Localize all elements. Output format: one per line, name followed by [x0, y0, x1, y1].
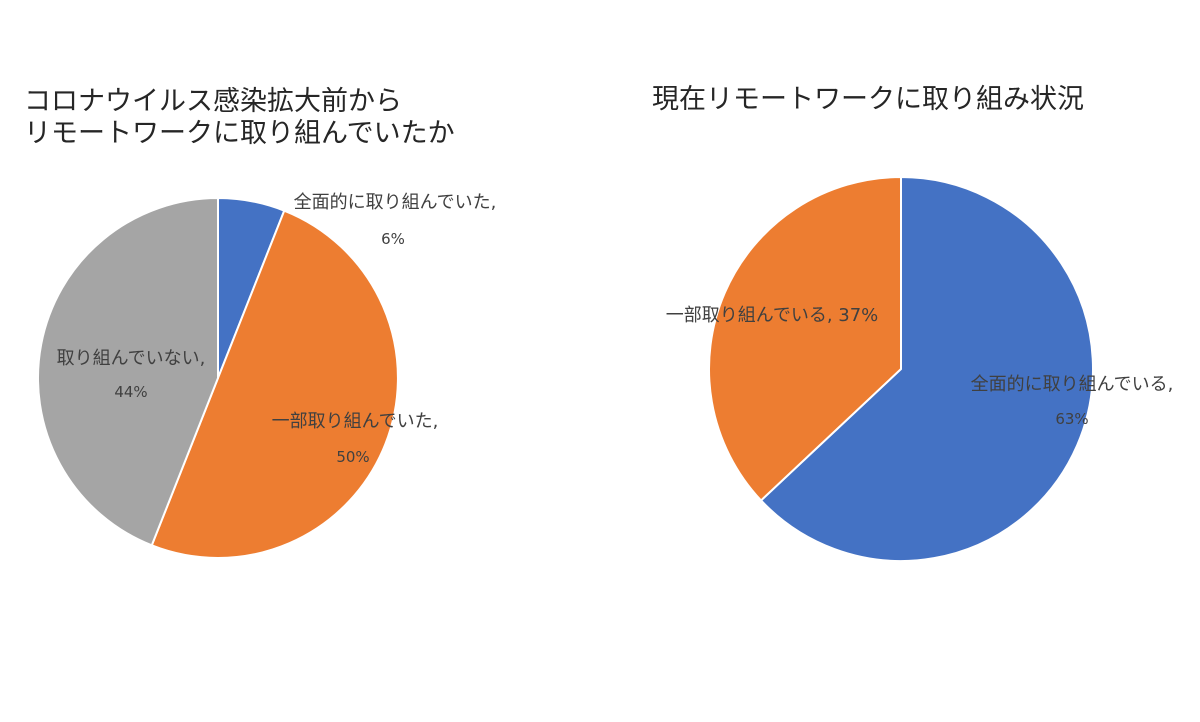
pie-slice-partial [708, 175, 902, 502]
slice-pct-none: 44% [114, 383, 147, 401]
pie-slice-none [37, 196, 219, 547]
slice-label-none: 取り組んでいない, [57, 348, 206, 369]
pie-slice-full [759, 175, 1094, 562]
chart-title-line-1: コロナウイルス感染拡大前から [24, 86, 402, 117]
pie-chart: 全面的に取り組んでいた, 6% 一部取り組んでいた, 50% 取り組んでいない,… [37, 192, 497, 559]
slice-pct-full: 63% [1055, 410, 1088, 428]
slice-label-partial: 一部取り組んでいる, 37% [666, 305, 879, 326]
chart-title: 現在リモートワークに取り組み状況 [652, 84, 1084, 116]
pie-slice-partial [150, 209, 399, 559]
slice-label-full: 全面的に取り組んでいた, [294, 192, 497, 213]
slice-pct-full: 6% [381, 230, 405, 248]
chart-title-line-2: リモートワークに取り組んでいたか [24, 118, 455, 149]
slice-pct-partial: 50% [336, 448, 369, 466]
chart-pre-covid: コロナウイルス感染拡大前から リモートワークに取り組んでいたか 全面的に取り組ん… [24, 86, 497, 559]
pie-chart: 全面的に取り組んでいる, 63% 一部取り組んでいる, 37% [666, 175, 1174, 562]
slice-label-partial: 一部取り組んでいた, [272, 411, 439, 432]
chart-title-line-1: 現在リモートワークに取り組み状況 [652, 84, 1084, 115]
slice-label-full: 全面的に取り組んでいる, [971, 374, 1174, 395]
chart-current: 現在リモートワークに取り組み状況 全面的に取り組んでいる, 63% 一部取り組ん… [600, 0, 1200, 722]
chart-title: コロナウイルス感染拡大前から リモートワークに取り組んでいたか [24, 86, 455, 150]
